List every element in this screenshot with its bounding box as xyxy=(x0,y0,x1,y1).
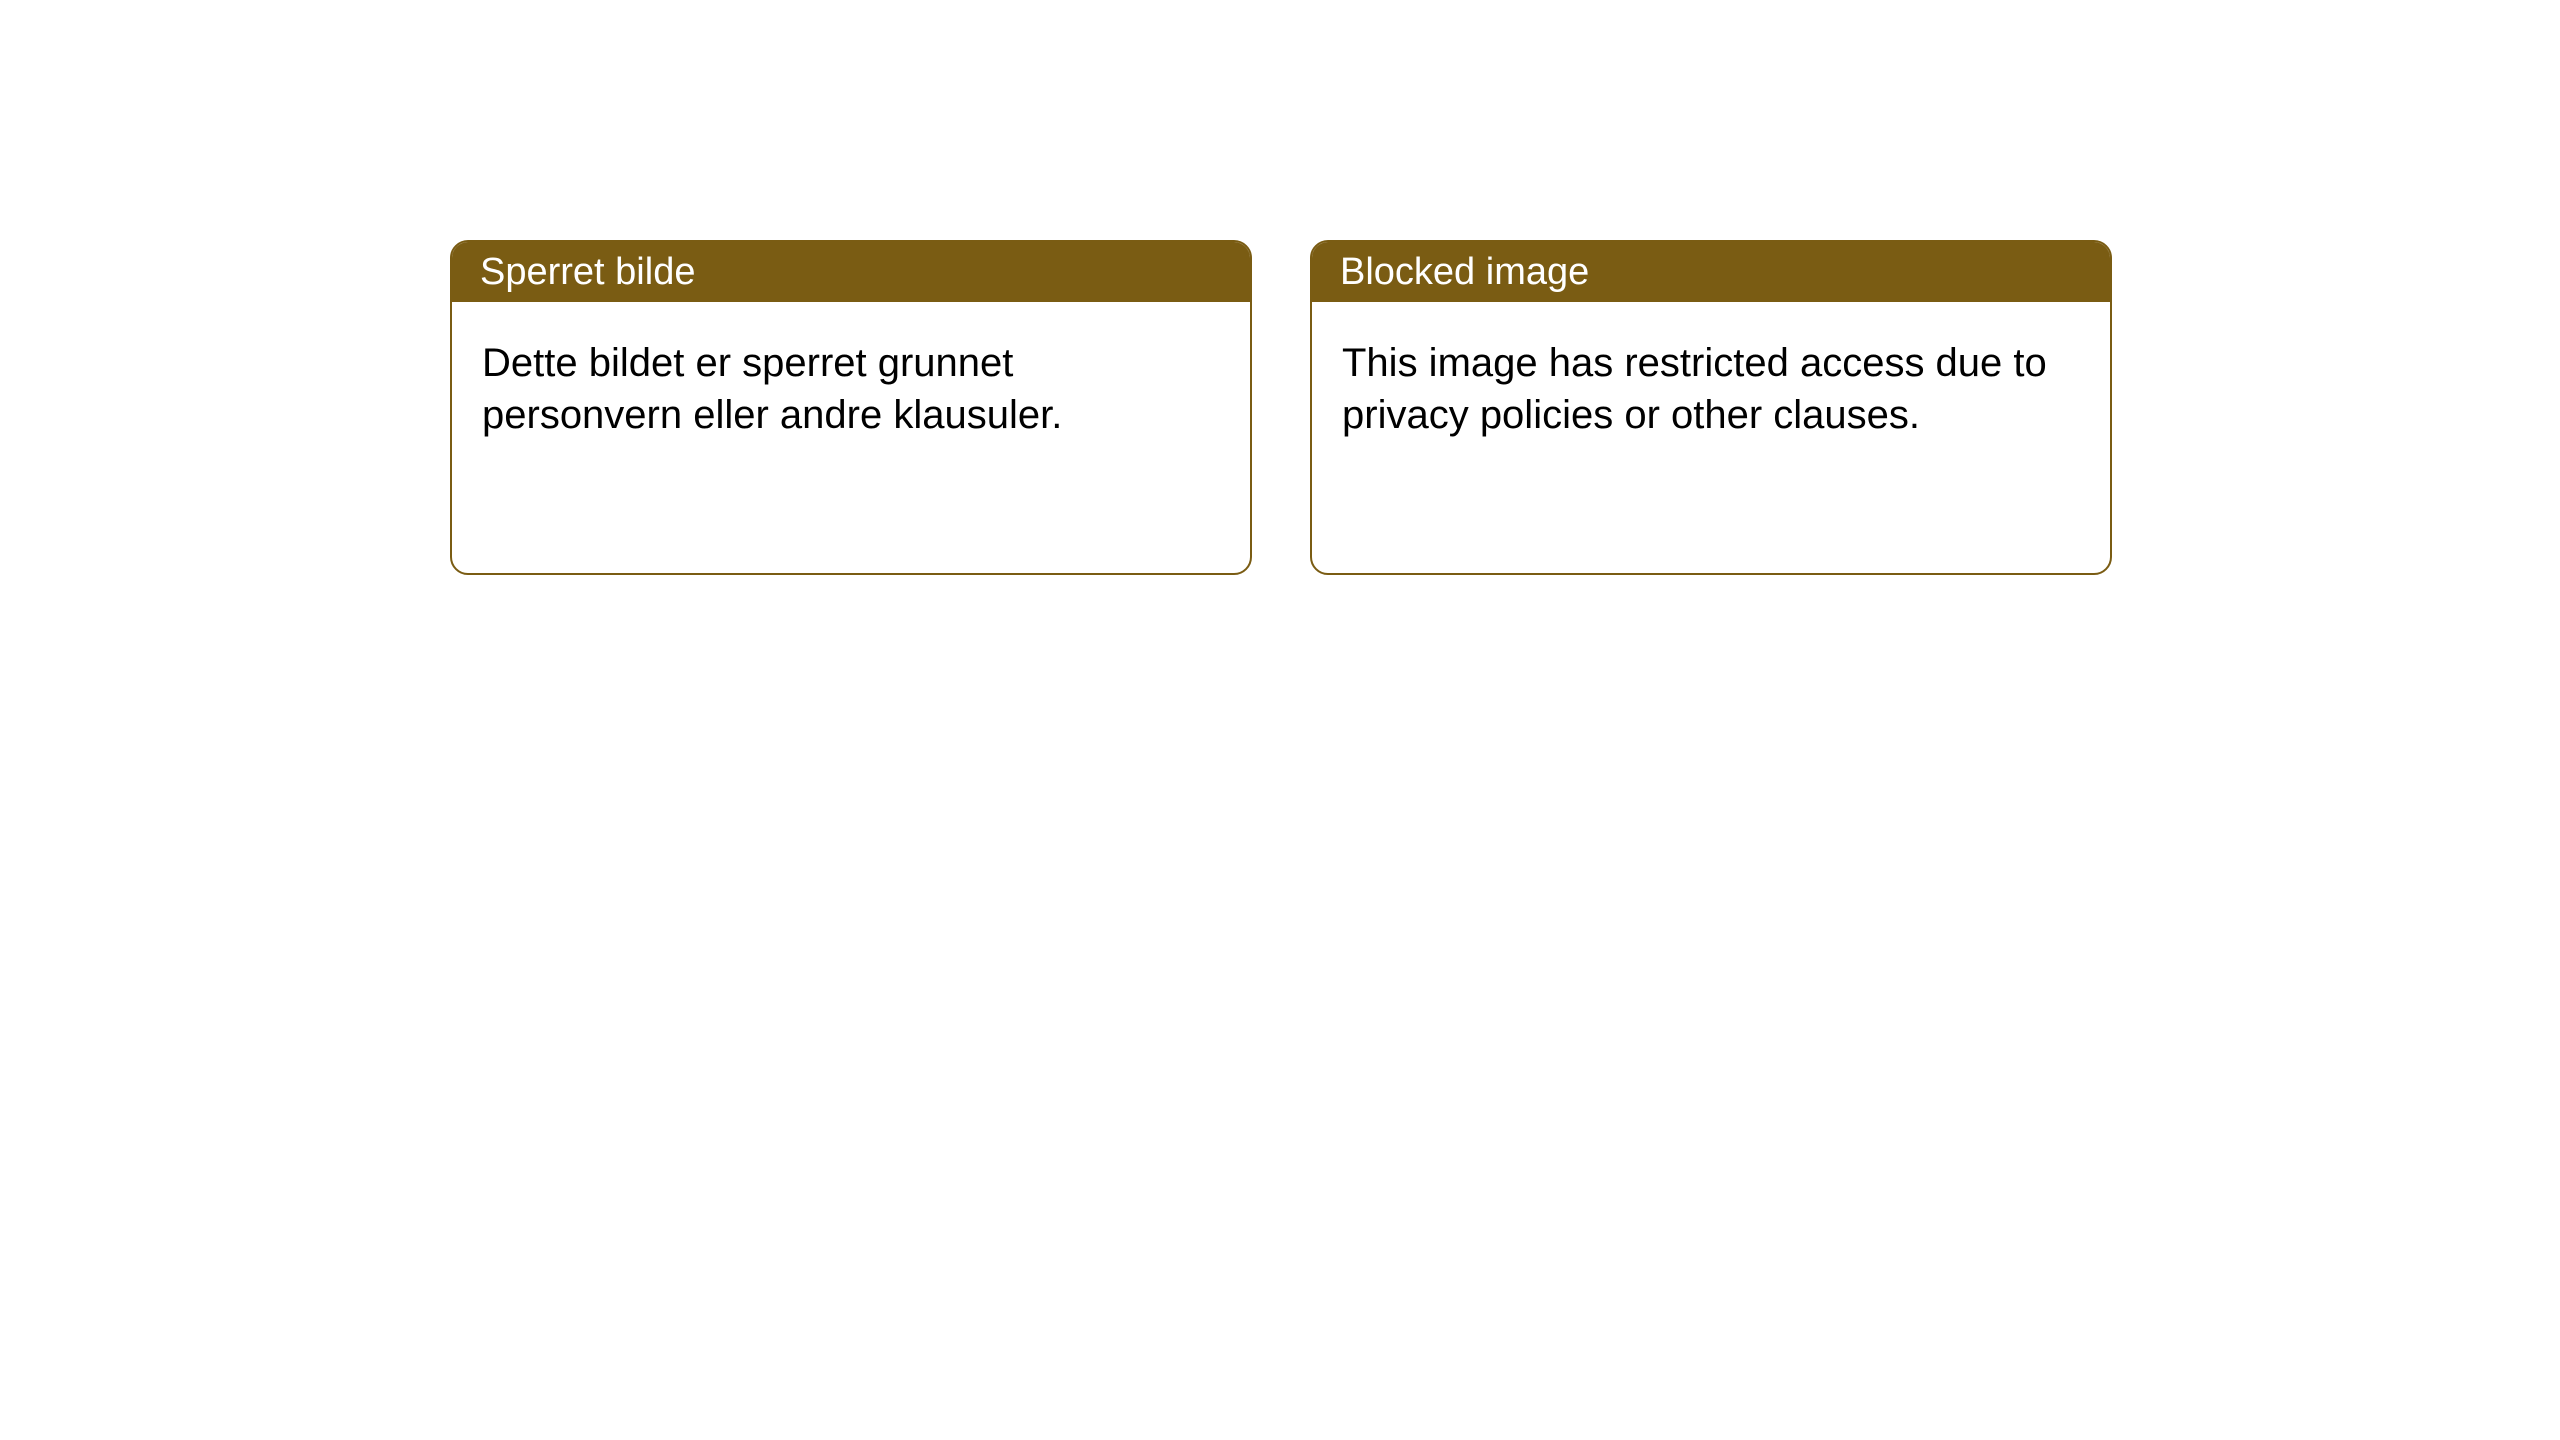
notice-box-norwegian: Sperret bilde Dette bildet er sperret gr… xyxy=(450,240,1252,575)
notice-body-text: Dette bildet er sperret grunnet personve… xyxy=(482,341,1062,437)
notice-title: Sperret bilde xyxy=(480,251,695,294)
notice-body: This image has restricted access due to … xyxy=(1312,302,2110,476)
notice-body: Dette bildet er sperret grunnet personve… xyxy=(452,302,1250,476)
notice-box-english: Blocked image This image has restricted … xyxy=(1310,240,2112,575)
notice-container: Sperret bilde Dette bildet er sperret gr… xyxy=(450,240,2112,575)
notice-body-text: This image has restricted access due to … xyxy=(1342,341,2047,437)
notice-header: Blocked image xyxy=(1312,242,2110,302)
notice-title: Blocked image xyxy=(1340,251,1589,294)
notice-header: Sperret bilde xyxy=(452,242,1250,302)
